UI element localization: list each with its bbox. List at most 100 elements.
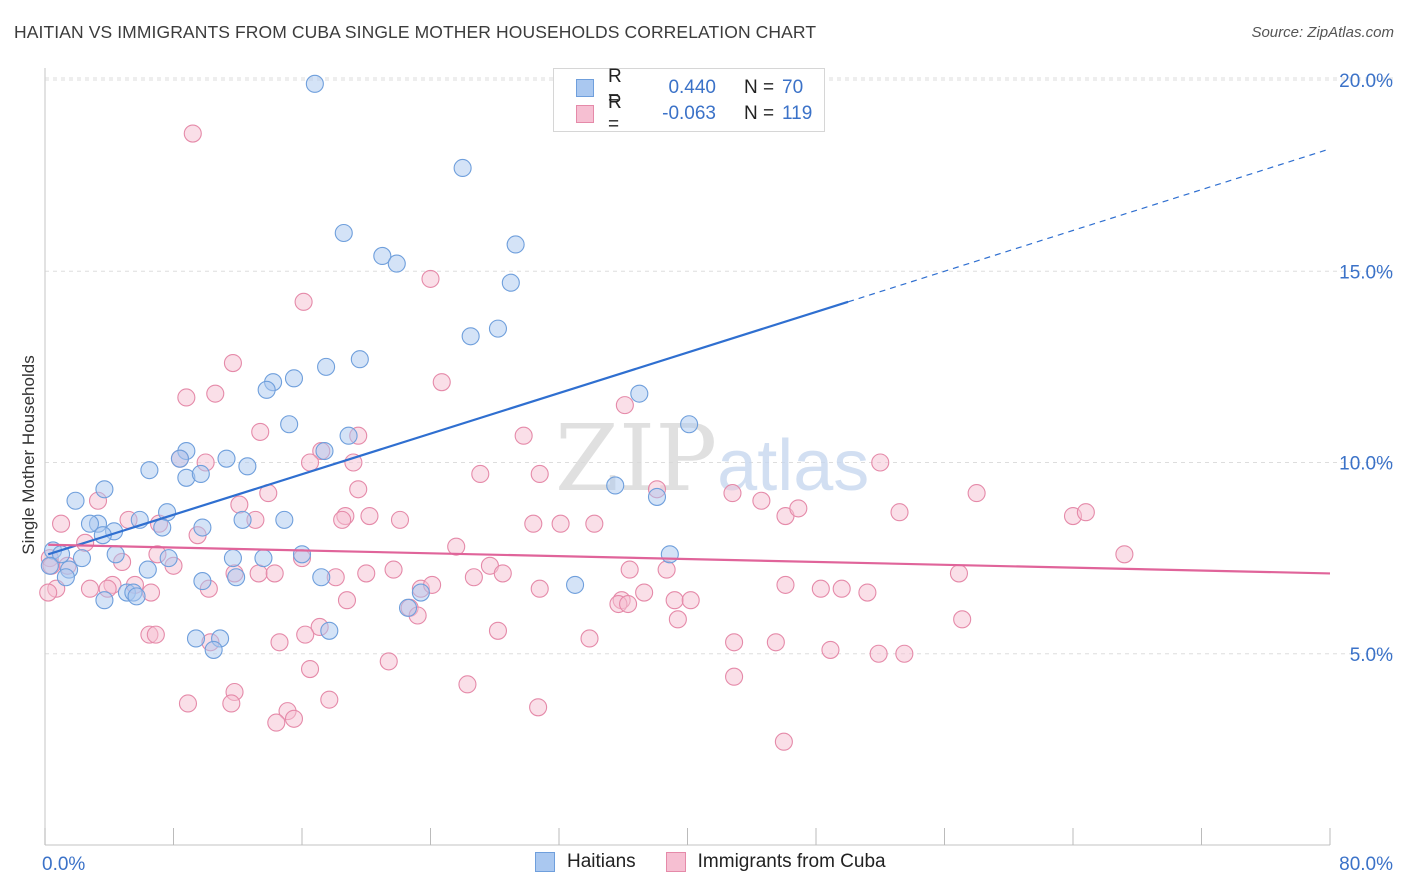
- cuba-point: [514, 426, 533, 445]
- n-label: N =: [744, 77, 775, 98]
- cuba-point: [488, 621, 508, 640]
- haitian-point: [106, 545, 125, 564]
- haitian-point: [191, 464, 210, 484]
- y-tick-label: 10.0%: [1339, 454, 1393, 475]
- legend-item-cuba[interactable]: Immigrants from Cuba: [665, 851, 886, 873]
- cuba-point: [858, 583, 877, 602]
- y-tick-label: 20.0%: [1339, 71, 1393, 92]
- r-value: 0.440: [668, 77, 716, 98]
- haitian-point: [339, 426, 358, 445]
- cuba-point: [668, 610, 687, 629]
- haitian-point: [312, 568, 331, 587]
- cuba-point: [270, 633, 289, 652]
- y-tick-label: 15.0%: [1339, 262, 1393, 283]
- haitian-point: [127, 587, 146, 606]
- haitian-point: [461, 327, 480, 346]
- cuba-point: [681, 591, 700, 610]
- cuba-point: [80, 579, 100, 598]
- stats-row-cuba: R = -0.063 N = 119: [576, 92, 812, 135]
- cuba-point: [895, 644, 914, 663]
- cuba-point: [869, 644, 888, 663]
- cuba-point: [349, 480, 368, 499]
- cuba-point: [379, 652, 398, 671]
- cuba-point: [774, 732, 793, 751]
- cuba-trend-line: [48, 543, 1331, 575]
- cuba-point: [52, 514, 71, 533]
- cuba-point: [953, 610, 972, 629]
- cuba-point: [300, 453, 320, 472]
- haitian-point: [606, 476, 625, 495]
- haitian-point: [647, 487, 667, 506]
- haitian-point: [186, 629, 206, 648]
- haitian-point: [566, 575, 585, 594]
- haitian-point: [317, 357, 336, 376]
- cuba-point: [530, 464, 549, 484]
- cuba-point: [337, 591, 357, 610]
- r-label: R =: [608, 92, 622, 135]
- haitian-point: [680, 415, 699, 434]
- haitian-point: [305, 74, 324, 93]
- cuba-point: [725, 633, 744, 652]
- haitian-point: [411, 583, 430, 602]
- haitians-legend-swatch-icon: [535, 852, 555, 872]
- cuba-point: [206, 384, 225, 403]
- haitian-point: [630, 384, 649, 403]
- cuba-point: [471, 464, 490, 484]
- cuba-point: [464, 568, 483, 587]
- cuba-point: [458, 675, 477, 694]
- haitian-point: [217, 449, 236, 468]
- haitian-point: [660, 545, 679, 564]
- haitian-point: [398, 598, 418, 617]
- series-legend: Haitians Immigrants from Cuba: [535, 851, 916, 873]
- cuba-point: [529, 698, 548, 717]
- haitian-trend-extension: [847, 148, 1331, 303]
- cuba-point: [384, 560, 403, 579]
- haitian-point: [453, 158, 472, 178]
- haitian-point: [204, 640, 223, 659]
- cuba-legend-swatch-icon: [665, 852, 686, 872]
- cuba-point: [223, 353, 242, 373]
- stats-legend: R = 0.440 N = 70 R = -0.063 N = 119: [553, 66, 825, 135]
- legend-label-haitians: Haitians: [567, 851, 636, 872]
- n-label: N =: [744, 103, 775, 124]
- cuba-point: [615, 396, 634, 415]
- cuba-point: [421, 269, 440, 288]
- cuba-point: [320, 690, 339, 709]
- haitian-point: [233, 510, 252, 529]
- r-value: -0.063: [662, 103, 716, 124]
- source-label: Source: ZipAtlas.com: [1251, 24, 1394, 41]
- haitian-point: [387, 254, 406, 273]
- cuba-point: [580, 629, 599, 648]
- chart-title: HAITIAN VS IMMIGRANTS FROM CUBA SINGLE M…: [14, 22, 817, 42]
- haitian-point: [275, 510, 294, 529]
- cuba-point: [949, 564, 969, 583]
- cuba-point: [284, 709, 304, 728]
- cuba-point: [267, 713, 286, 732]
- cuba-point: [619, 594, 638, 614]
- haitian-point: [488, 319, 508, 338]
- cuba-point: [251, 422, 270, 441]
- cuba-point: [766, 633, 785, 652]
- cuba-point: [665, 591, 684, 610]
- cuba-point: [776, 575, 795, 594]
- cuba-point: [178, 694, 198, 713]
- watermark: ZIPatlas: [555, 405, 869, 512]
- cuba-point: [360, 506, 379, 526]
- cuba-point: [296, 625, 315, 644]
- cuba-swatch-icon: [576, 105, 594, 123]
- cuba-point: [333, 510, 352, 529]
- haitian-point: [238, 457, 257, 476]
- cuba-point: [183, 124, 202, 143]
- legend-label-cuba: Immigrants from Cuba: [697, 851, 886, 872]
- haitian-point: [227, 568, 246, 587]
- haitian-point: [170, 449, 189, 468]
- haitian-point: [373, 246, 392, 265]
- cuba-point: [585, 514, 604, 533]
- cuba-point: [657, 560, 676, 579]
- cuba-point: [39, 583, 58, 602]
- legend-item-haitians[interactable]: Haitians: [535, 851, 636, 873]
- cuba-point: [871, 453, 890, 472]
- haitian-point: [320, 621, 339, 640]
- cuba-point: [635, 583, 654, 602]
